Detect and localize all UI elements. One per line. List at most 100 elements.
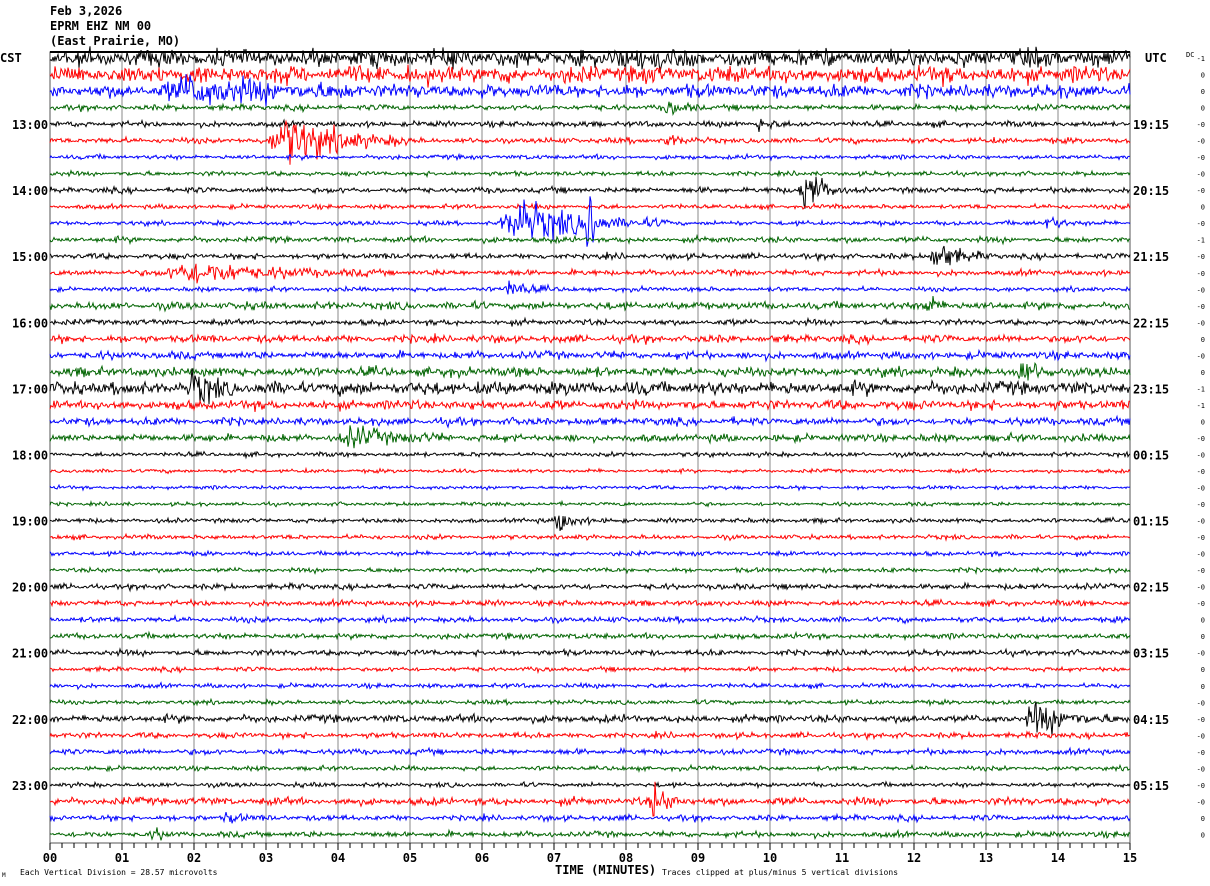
station-name: EPRM EHZ NM 00: [50, 19, 152, 33]
x-tick-label: 09: [691, 851, 705, 865]
trace-row-40: [49, 701, 1131, 736]
trace-row-13: [49, 263, 1131, 284]
trace-row-1: [49, 64, 1131, 88]
utc-hour-label: 00:15: [1133, 448, 1169, 462]
dc-offset-value: 0: [1201, 369, 1205, 377]
dc-offset-value: -0: [1197, 154, 1205, 162]
utc-hour-label: 01:15: [1133, 515, 1169, 529]
dc-offset-value: -0: [1197, 782, 1205, 790]
trace-row-21: [49, 398, 1130, 412]
dc-offset-value: 0: [1201, 831, 1205, 839]
cst-hour-label: 21:00: [12, 647, 48, 661]
dc-offset-value: -0: [1197, 286, 1205, 294]
right-axis-title: UTC: [1145, 51, 1167, 65]
dc-offset-value: -0: [1197, 352, 1205, 360]
cst-hour-label: 15:00: [12, 250, 48, 264]
cst-hour-label: 16:00: [12, 316, 48, 330]
x-axis-label: TIME (MINUTES): [555, 863, 656, 877]
trace-row-29: [49, 532, 1131, 542]
trace-row-23: [49, 425, 1131, 449]
x-tick-label: 02: [187, 851, 201, 865]
dc-offset-value: -0: [1197, 468, 1205, 476]
trace-row-35: [49, 630, 1131, 642]
trace-row-2: [49, 74, 1131, 107]
trace-row-39: [49, 697, 1131, 708]
cst-hour-label: 17:00: [12, 382, 48, 396]
utc-hour-label: 22:15: [1133, 316, 1169, 330]
station-location: (East Prairie, MO): [50, 34, 181, 48]
trace-row-0: [49, 46, 1131, 73]
dc-offset-value: -0: [1197, 485, 1205, 493]
trace-row-32: [49, 581, 1131, 593]
x-tick-label: 06: [475, 851, 489, 865]
dc-offset-value: -0: [1197, 220, 1205, 228]
trace-row-17: [49, 333, 1131, 346]
dc-offset-value: -0: [1197, 584, 1205, 592]
dc-offset-value: 0: [1201, 204, 1205, 212]
dc-offset-value: -0: [1197, 270, 1205, 278]
x-tick-label: 12: [907, 851, 921, 865]
trace-row-46: [49, 811, 1131, 824]
trace-row-22: [49, 414, 1131, 429]
cst-hour-label: 18:00: [12, 448, 48, 462]
x-tick-label: 11: [835, 851, 849, 865]
trace-row-14: [49, 280, 1131, 295]
dc-offset-value: -0: [1197, 650, 1205, 658]
trace-row-27: [49, 499, 1130, 508]
trace-row-38: [49, 681, 1131, 691]
x-tick-label: 08: [619, 851, 633, 865]
x-tick-label: 13: [979, 851, 993, 865]
cst-hour-label: 22:00: [12, 713, 48, 727]
utc-hour-label: 04:15: [1133, 713, 1169, 727]
dc-offset-value: -0: [1197, 319, 1205, 327]
trace-row-20: [49, 368, 1131, 405]
dc-offset-value: -0: [1197, 765, 1205, 773]
utc-hour-label: 19:15: [1133, 118, 1169, 132]
trace-row-37: [49, 664, 1131, 675]
x-tick-label: 00: [43, 851, 57, 865]
dc-offset-value: -0: [1197, 253, 1205, 261]
x-tick-label: 10: [763, 851, 777, 865]
utc-hour-label: 05:15: [1133, 779, 1169, 793]
trace-row-41: [49, 730, 1131, 742]
dc-offset-value: 0: [1201, 617, 1205, 625]
dc-offset-value: -0: [1197, 699, 1205, 707]
x-tick-label: 15: [1123, 851, 1137, 865]
dc-offset-value: 0: [1201, 683, 1205, 691]
dc-offset-value: -0: [1197, 303, 1205, 311]
trace-row-36: [49, 647, 1131, 659]
utc-hour-label: 20:15: [1133, 184, 1169, 198]
dc-offset-value: -0: [1197, 501, 1205, 509]
utc-hour-label: 03:15: [1133, 647, 1169, 661]
x-tick-label: 03: [259, 851, 273, 865]
cst-hour-label: 23:00: [12, 779, 48, 793]
chart-date: Feb 3,2026: [50, 4, 123, 18]
trace-row-10: [49, 196, 1131, 247]
trace-row-12: [49, 245, 1131, 266]
x-tick-label: 05: [403, 851, 417, 865]
dc-offset-value: -0: [1197, 716, 1205, 724]
trace-row-9: [49, 202, 1131, 212]
cst-hour-label: 20:00: [12, 581, 48, 595]
utc-hour-label: 02:15: [1133, 581, 1169, 595]
dc-offset-value: -0: [1197, 435, 1205, 443]
trace-row-44: [49, 780, 1131, 790]
trace-row-4: [49, 118, 1131, 132]
dc-offset-value: -0: [1197, 121, 1205, 129]
dc-offset-value: -0: [1197, 798, 1205, 806]
dc-offset-value: -0: [1197, 551, 1205, 559]
trace-row-6: [49, 152, 1130, 162]
dc-offset-value: -1: [1197, 385, 1205, 393]
dc-offset-value: -1: [1197, 237, 1205, 245]
trace-row-25: [49, 466, 1131, 476]
dc-offset-value: -1: [1197, 402, 1205, 410]
dc-offset-value: -0: [1197, 567, 1205, 575]
dc-offset-value: 0: [1201, 72, 1205, 80]
dc-offset-value: -1: [1197, 55, 1205, 63]
dc-title: DC: [1186, 51, 1194, 59]
trace-row-3: [49, 101, 1131, 117]
trace-row-15: [49, 295, 1131, 313]
left-axis-title: CST: [0, 51, 22, 65]
cst-hour-label: 19:00: [12, 515, 48, 529]
